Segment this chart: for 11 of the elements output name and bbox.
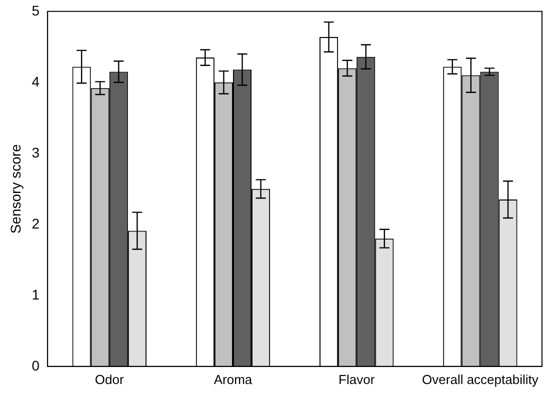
x-tick-label: Overall acceptability	[422, 372, 539, 387]
y-tick-label: 2	[32, 215, 40, 232]
y-tick-label: 3	[32, 144, 40, 160]
y-tick-label: 5	[32, 2, 40, 18]
x-tick-label: Flavor	[338, 372, 376, 387]
y-tick-label: 0	[32, 357, 40, 374]
y-axis-title: Sensory score	[7, 144, 24, 234]
x-tick-label: Aroma	[214, 372, 253, 387]
y-tick-label: 1	[32, 286, 40, 302]
x-tick-label: Odor	[94, 372, 125, 387]
y-tick-label: 4	[32, 73, 40, 90]
